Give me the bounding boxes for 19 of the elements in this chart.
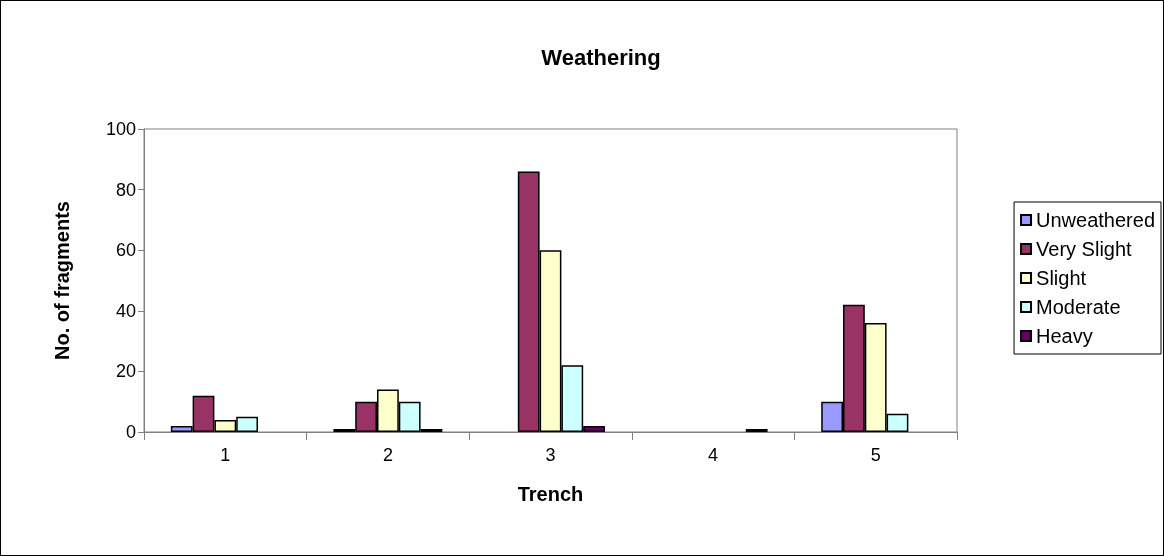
x-tick-label: 2 [382, 445, 393, 465]
x-tick-label: 4 [708, 445, 719, 465]
y-tick-label: 40 [115, 300, 136, 321]
legend-label: Very Slight [1036, 238, 1133, 260]
y-tick-label: 20 [115, 361, 136, 382]
legend-label: Slight [1036, 267, 1087, 289]
y-tick-label: 0 [125, 422, 136, 442]
y-tick-label: 100 [105, 119, 136, 139]
legend-label: Moderate [1036, 296, 1121, 318]
y-axis-title: No. of fragments [51, 201, 73, 360]
legend-label: Unweathered [1036, 209, 1155, 231]
y-tick-label: 60 [115, 240, 136, 261]
x-axis-title: Trench [517, 483, 584, 505]
legend-label: Heavy [1036, 325, 1093, 347]
y-tick-label: 80 [115, 179, 136, 200]
x-tick-label: 1 [220, 445, 231, 465]
x-tick-label: 3 [545, 445, 556, 465]
x-tick-label: 5 [870, 445, 881, 465]
chart-title: Weathering [541, 44, 661, 70]
